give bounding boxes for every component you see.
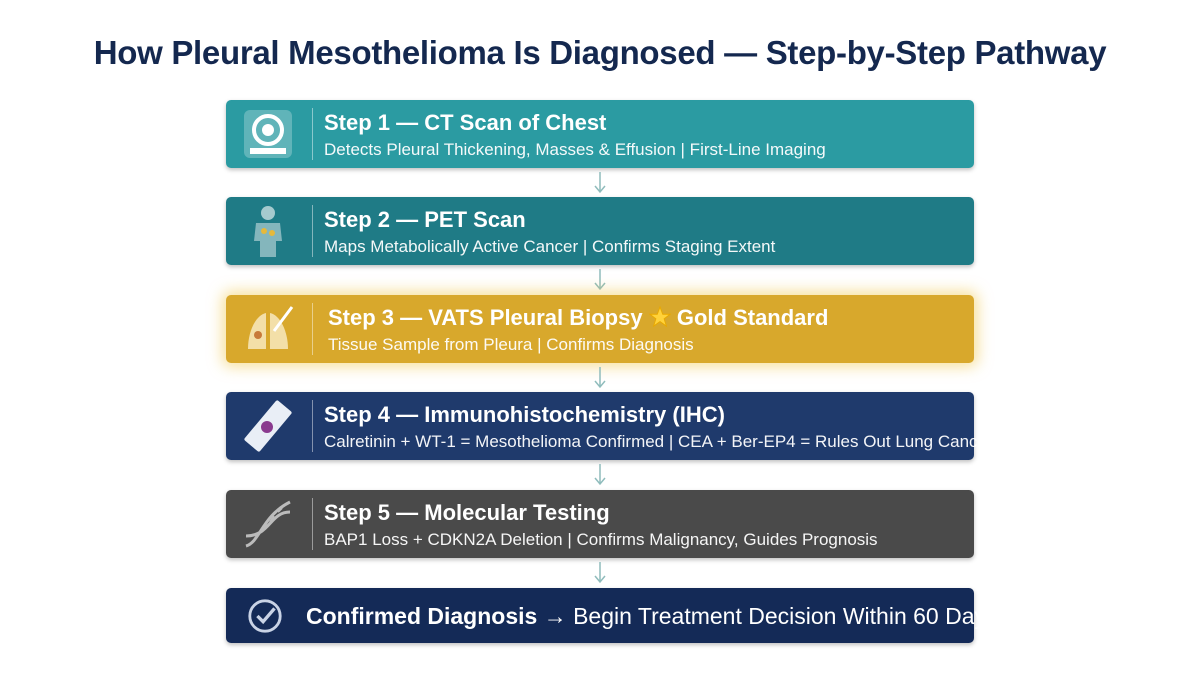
step-subtitle: BAP1 Loss + CDKN2A Deletion | Confirms M… (324, 530, 878, 549)
arrow (594, 367, 606, 389)
dna-icon (245, 500, 291, 548)
lungs-icon (248, 306, 294, 349)
star-icon (648, 305, 672, 328)
conclusion-label: Confirmed Diagnosis (306, 603, 538, 629)
badge: Gold Standard (676, 305, 829, 330)
step-subtitle: Tissue Sample from Pleura | Confirms Dia… (328, 335, 694, 354)
check-icon (248, 599, 282, 633)
step-card: Step 5 — Molecular Testing BAP1 Loss + C… (226, 490, 974, 558)
step-card: Step 4 — Immunohistochemistry (IHC) Calr… (226, 392, 993, 460)
step-title: Step 3 — VATS Pleural Biopsy (328, 305, 643, 330)
step-title: Step 2 — PET Scan (324, 207, 526, 232)
arrow (594, 464, 606, 486)
step-subtitle: Detects Pleural Thickening, Masses & Eff… (324, 140, 826, 159)
conclusion-text: → Begin Treatment Decision Within 60 Day… (543, 603, 998, 629)
step-card: Step 3 — VATS Pleural Biopsy Gold Standa… (226, 295, 974, 363)
title: How Pleural Mesothelioma Is Diagnosed — … (93, 34, 1107, 71)
conclusion-row: Confirmed Diagnosis → Begin Treatment De… (306, 603, 998, 630)
step-title: Step 4 — Immunohistochemistry (IHC) (324, 402, 725, 427)
step-card: Step 1 — CT Scan of Chest Detects Pleura… (226, 100, 974, 168)
ct-icon (244, 110, 292, 158)
step-subtitle: Calretinin + WT-1 = Mesothelioma Confirm… (324, 432, 993, 451)
conclusion-card: Confirmed Diagnosis → Begin Treatment De… (226, 588, 998, 643)
body-icon (254, 206, 282, 257)
arrow (594, 562, 606, 584)
step-card: Step 2 — PET Scan Maps Metabolically Act… (226, 197, 974, 265)
step-subtitle: Maps Metabolically Active Cancer | Confi… (324, 237, 776, 256)
arrow (594, 172, 606, 194)
step-title: Step 1 — CT Scan of Chest (324, 110, 607, 135)
arrow (594, 269, 606, 291)
slide-icon (244, 400, 292, 452)
step-title: Step 5 — Molecular Testing (324, 500, 610, 525)
step-title-row: Step 3 — VATS Pleural Biopsy Gold Standa… (328, 305, 828, 331)
